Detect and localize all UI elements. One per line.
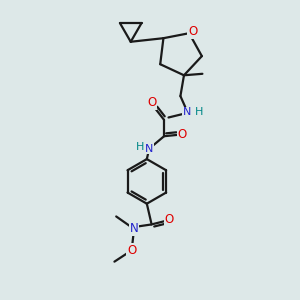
Text: N: N — [130, 222, 138, 236]
Text: N: N — [183, 107, 191, 117]
Text: O: O — [178, 128, 187, 141]
Text: O: O — [147, 96, 157, 110]
Text: O: O — [127, 244, 136, 257]
Text: H: H — [195, 107, 203, 117]
Text: O: O — [188, 25, 197, 38]
Text: O: O — [164, 213, 174, 226]
Text: N: N — [145, 144, 153, 154]
Text: H: H — [136, 142, 144, 152]
